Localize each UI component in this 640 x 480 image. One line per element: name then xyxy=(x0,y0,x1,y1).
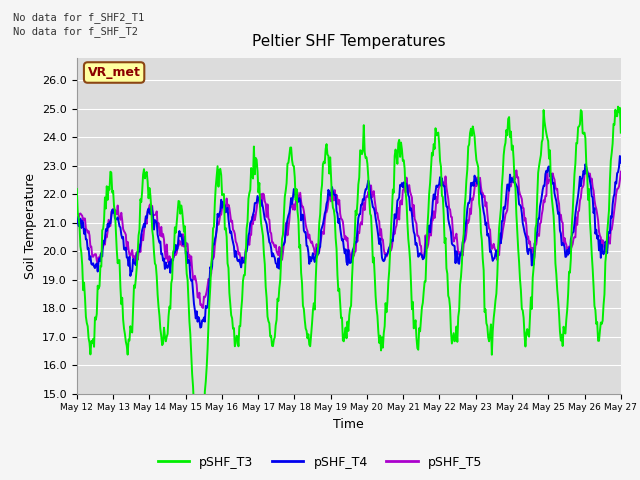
pSHF_T5 xyxy=(394,205,402,211)
Legend: pSHF_T3, pSHF_T4, pSHF_T5: pSHF_T3, pSHF_T4, pSHF_T5 xyxy=(153,451,487,474)
pSHF_T4 xyxy=(437,182,445,188)
pSHF_T3 xyxy=(169,250,177,255)
pSHF_T5 xyxy=(199,305,207,311)
pSHF_T5 xyxy=(617,169,625,175)
pSHF_T3 xyxy=(73,186,81,192)
pSHF_T3 xyxy=(320,159,328,165)
pSHF_T5 xyxy=(73,218,81,224)
pSHF_T3 xyxy=(483,323,491,329)
Text: No data for f_SHF_T2: No data for f_SHF_T2 xyxy=(13,26,138,37)
pSHF_T3 xyxy=(196,462,204,468)
pSHF_T3 xyxy=(617,130,625,135)
pSHF_T4 xyxy=(483,233,491,239)
pSHF_T5 xyxy=(320,231,328,237)
pSHF_T5 xyxy=(483,210,491,216)
Text: VR_met: VR_met xyxy=(88,66,141,79)
pSHF_T4 xyxy=(320,216,328,222)
pSHF_T4 xyxy=(73,214,81,220)
pSHF_T4 xyxy=(214,211,221,217)
pSHF_T3 xyxy=(394,141,402,146)
Line: pSHF_T5: pSHF_T5 xyxy=(77,168,621,308)
pSHF_T3 xyxy=(214,163,221,169)
pSHF_T4 xyxy=(616,153,624,159)
pSHF_T4 xyxy=(169,258,177,264)
pSHF_T3 xyxy=(437,164,445,169)
Line: pSHF_T4: pSHF_T4 xyxy=(77,156,621,327)
Line: pSHF_T3: pSHF_T3 xyxy=(77,107,621,465)
pSHF_T5 xyxy=(214,219,221,225)
pSHF_T4 xyxy=(394,197,402,203)
pSHF_T5 xyxy=(582,165,589,171)
pSHF_T5 xyxy=(437,180,445,186)
X-axis label: Time: Time xyxy=(333,418,364,431)
pSHF_T3 xyxy=(614,104,622,109)
pSHF_T5 xyxy=(169,255,177,261)
Text: No data for f_SHF2_T1: No data for f_SHF2_T1 xyxy=(13,12,144,23)
Title: Peltier SHF Temperatures: Peltier SHF Temperatures xyxy=(252,35,445,49)
Y-axis label: Soil Temperature: Soil Temperature xyxy=(24,173,36,278)
pSHF_T4 xyxy=(196,324,204,330)
pSHF_T4 xyxy=(617,160,625,166)
